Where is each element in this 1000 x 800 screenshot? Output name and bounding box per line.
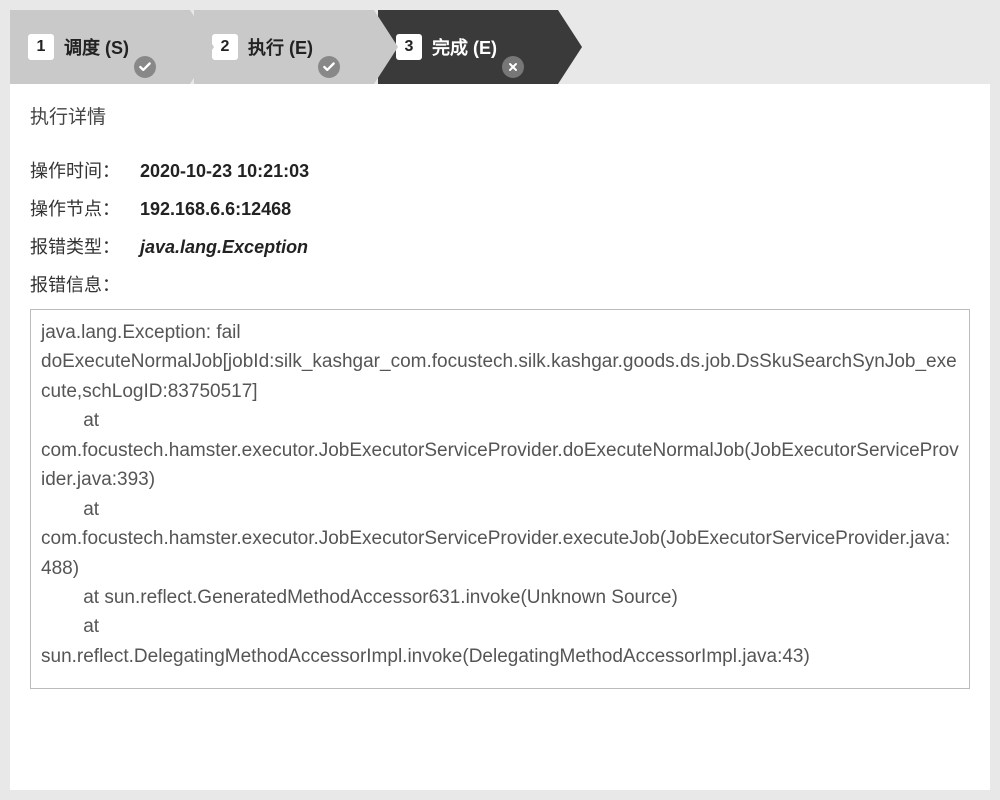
row-error-info: 报错信息： (30, 271, 970, 297)
execution-detail-panel: 执行详情 操作时间： 2020-10-23 10:21:03 操作节点： 192… (10, 84, 990, 790)
tab-complete[interactable]: 3 完成 (E) (378, 10, 558, 84)
label-op-time: 操作时间： (30, 157, 140, 183)
value-op-node: 192.168.6.6:12468 (140, 199, 291, 220)
tab-schedule[interactable]: 1 调度 (S) (10, 10, 190, 84)
tab-label: 调度 (S) (64, 34, 129, 60)
row-op-node: 操作节点： 192.168.6.6:12468 (30, 195, 970, 221)
label-error-info: 报错信息： (30, 271, 140, 297)
tab-label: 执行 (E) (248, 34, 313, 60)
step-number-badge: 2 (212, 34, 238, 60)
step-tabs: 1 调度 (S) 2 执行 (E) 3 完成 (E) (0, 0, 1000, 84)
close-icon[interactable] (502, 56, 524, 78)
check-icon (318, 56, 340, 78)
section-title: 执行详情 (30, 102, 970, 129)
label-op-node: 操作节点： (30, 195, 140, 221)
label-error-type: 报错类型： (30, 233, 140, 259)
step-number-badge: 3 (396, 34, 422, 60)
tab-execute[interactable]: 2 执行 (E) (194, 10, 374, 84)
row-error-type: 报错类型： java.lang.Exception (30, 233, 970, 259)
step-number-badge: 1 (28, 34, 54, 60)
row-op-time: 操作时间： 2020-10-23 10:21:03 (30, 157, 970, 183)
check-icon (134, 56, 156, 78)
value-error-type: java.lang.Exception (140, 237, 308, 258)
value-op-time: 2020-10-23 10:21:03 (140, 161, 309, 182)
tab-label: 完成 (E) (432, 34, 497, 60)
stacktrace-box[interactable]: java.lang.Exception: fail doExecuteNorma… (30, 309, 970, 689)
